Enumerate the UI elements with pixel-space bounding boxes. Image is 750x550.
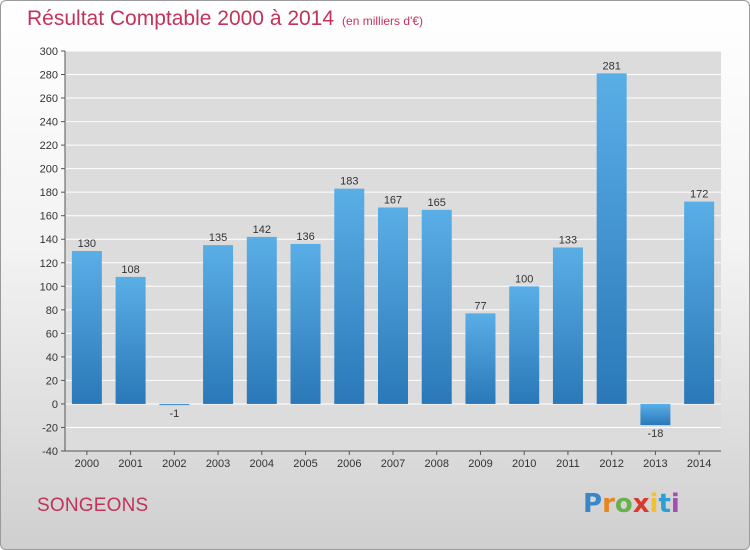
y-tick-label: 20 [46, 375, 58, 387]
x-tick-label-2007: 2007 [381, 458, 405, 470]
data-label-2003: 135 [209, 232, 227, 244]
x-tick-label-2005: 2005 [293, 458, 317, 470]
y-tick-label: 0 [52, 399, 58, 411]
data-label-2001: 108 [121, 264, 139, 276]
logo-letter: o [614, 489, 633, 519]
x-tick-label-2010: 2010 [512, 458, 536, 470]
y-tick-label: 80 [46, 305, 58, 317]
title-main: Résultat Comptable 2000 à 2014 [27, 7, 335, 30]
x-tick-label-2011: 2011 [556, 458, 580, 470]
y-tick-label: 200 [40, 164, 58, 176]
bar-2005 [290, 243, 321, 404]
y-tick-label: 260 [40, 93, 58, 105]
commune-name: SONGEONS [37, 495, 149, 516]
y-tick-label: 140 [40, 234, 58, 246]
bar-2002 [159, 403, 190, 406]
x-tick-label-2009: 2009 [468, 458, 492, 470]
data-label-2005: 136 [296, 231, 314, 243]
x-tick-label-2003: 2003 [206, 458, 230, 470]
bar-2003 [203, 245, 234, 404]
bar-2009 [465, 313, 496, 404]
title-unit: (en milliers d'€) [342, 14, 424, 28]
y-tick-label: 300 [40, 46, 58, 58]
y-tick-label: 160 [40, 211, 58, 223]
data-label-2014: 172 [690, 189, 708, 201]
bar-2013 [640, 403, 671, 426]
x-tick-label-2000: 2000 [75, 458, 99, 470]
y-tick-label: 180 [40, 187, 58, 199]
proxiti-logo[interactable]: Proxiti [583, 489, 680, 519]
y-tick-label: 280 [40, 70, 58, 82]
x-tick-label-2006: 2006 [337, 458, 361, 470]
data-label-2004: 142 [253, 224, 271, 236]
y-tick-label: -20 [42, 422, 58, 434]
logo-letter: P [583, 489, 603, 519]
x-tick-label-2008: 2008 [424, 458, 448, 470]
bar-2010 [509, 286, 540, 404]
data-label-2000: 130 [78, 238, 96, 250]
data-label-2010: 100 [515, 273, 533, 285]
bar-2001 [115, 276, 146, 404]
data-label-2002: -1 [169, 408, 179, 420]
y-tick-label: 100 [40, 281, 58, 293]
bar-2000 [71, 251, 102, 404]
x-tick-label-2013: 2013 [643, 458, 667, 470]
data-label-2011: 133 [559, 234, 577, 246]
x-tick-label-2012: 2012 [599, 458, 623, 470]
data-label-2008: 165 [428, 197, 446, 209]
bar-2012 [596, 73, 627, 404]
x-tick-label-2001: 2001 [118, 458, 142, 470]
data-label-2012: 281 [602, 60, 620, 72]
y-tick-label: 40 [46, 352, 58, 364]
x-tick-label-2004: 2004 [250, 458, 274, 470]
data-label-2006: 183 [340, 176, 358, 188]
y-tick-label: -40 [42, 446, 58, 458]
logo-letter: t [658, 489, 671, 519]
y-tick-label: 220 [40, 140, 58, 152]
bar-2014 [684, 201, 715, 404]
chart-title: Résultat Comptable 2000 à 2014 (en millie… [27, 7, 423, 31]
data-label-2007: 167 [384, 194, 402, 206]
logo-letter: x [632, 489, 650, 519]
x-tick-label-2002: 2002 [162, 458, 186, 470]
y-tick-label: 120 [40, 258, 58, 270]
logo-letter: r [602, 489, 615, 519]
logo-letter: i [670, 489, 680, 519]
bar-2006 [334, 188, 365, 404]
bar-2011 [552, 247, 583, 404]
bar-2008 [421, 209, 452, 404]
data-label-2009: 77 [474, 300, 486, 312]
data-label-2013: -18 [647, 428, 663, 440]
bar-2007 [378, 207, 408, 404]
y-tick-label: 240 [40, 117, 58, 129]
bar-2004 [246, 236, 277, 404]
logo-letter: i [649, 489, 659, 519]
y-tick-label: 60 [46, 328, 58, 340]
x-tick-label-2014: 2014 [687, 458, 711, 470]
